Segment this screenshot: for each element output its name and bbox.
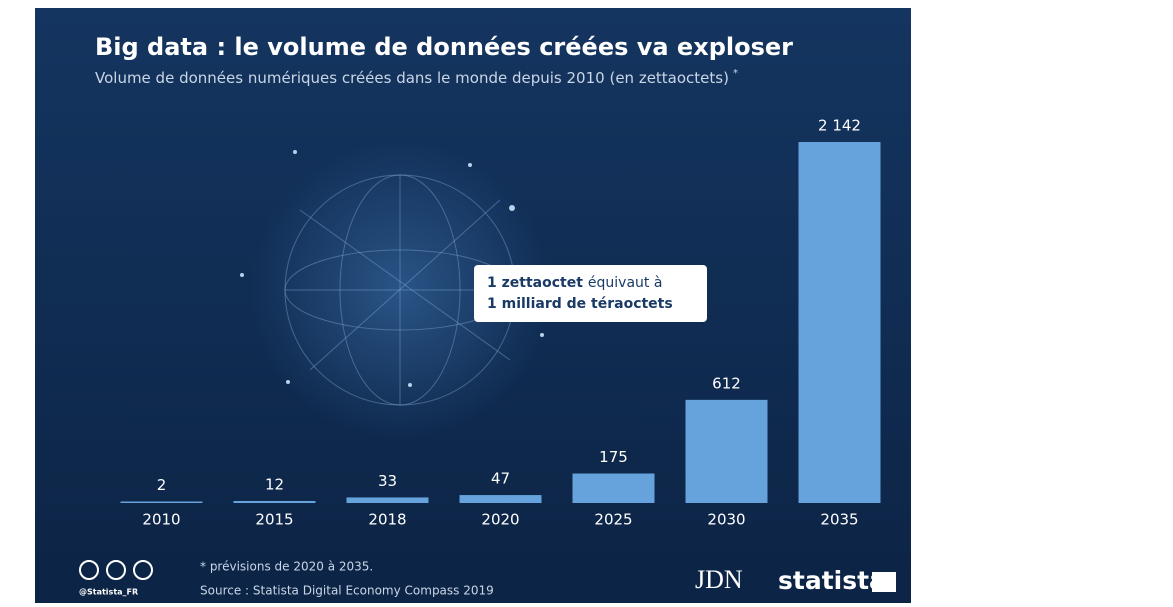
logo-jdn: JDN <box>695 565 743 594</box>
value-label: 2 <box>157 476 167 494</box>
x-tick-label: 2015 <box>255 511 293 529</box>
statista-icon <box>872 572 896 592</box>
chart-subtitle: Volume de données numériques créées dans… <box>95 68 738 87</box>
callout-bold: 1 zettaoctet <box>487 275 583 291</box>
source: Source : Statista Digital Economy Compas… <box>200 584 494 598</box>
x-tick-label: 2018 <box>368 511 406 529</box>
x-tick-label: 2035 <box>820 511 858 529</box>
cc-icons <box>79 560 153 580</box>
footnote: * prévisions de 2020 à 2035. <box>200 560 373 574</box>
credit: @Statista_FR <box>79 588 138 597</box>
chart-title: Big data : le volume de données créées v… <box>95 33 793 61</box>
bar <box>346 497 429 503</box>
logo-statista: statista <box>778 566 886 595</box>
callout-line: 1 zettaoctet équivaut à <box>487 275 662 291</box>
callout-box <box>474 265 707 322</box>
value-label: 12 <box>265 475 284 493</box>
bar <box>572 473 655 503</box>
value-label: 47 <box>491 470 510 488</box>
x-tick-label: 2025 <box>594 511 632 529</box>
x-tick-label: 2030 <box>707 511 745 529</box>
value-label: 175 <box>599 448 628 466</box>
callout-text: équivaut à <box>588 275 663 291</box>
subtitle-text: Volume de données numériques créées dans… <box>95 69 729 87</box>
callout-bold: 1 milliard de téraoctets <box>487 296 673 312</box>
bar <box>233 500 316 503</box>
bar <box>459 495 542 503</box>
bar <box>685 399 768 503</box>
value-label: 2 142 <box>818 117 861 135</box>
value-label: 33 <box>378 472 397 490</box>
subtitle-note: * <box>733 68 738 79</box>
x-tick-label: 2020 <box>481 511 519 529</box>
bar <box>798 142 881 503</box>
x-tick-label: 2010 <box>142 511 180 529</box>
bar <box>120 501 203 503</box>
value-label: 612 <box>712 374 741 392</box>
